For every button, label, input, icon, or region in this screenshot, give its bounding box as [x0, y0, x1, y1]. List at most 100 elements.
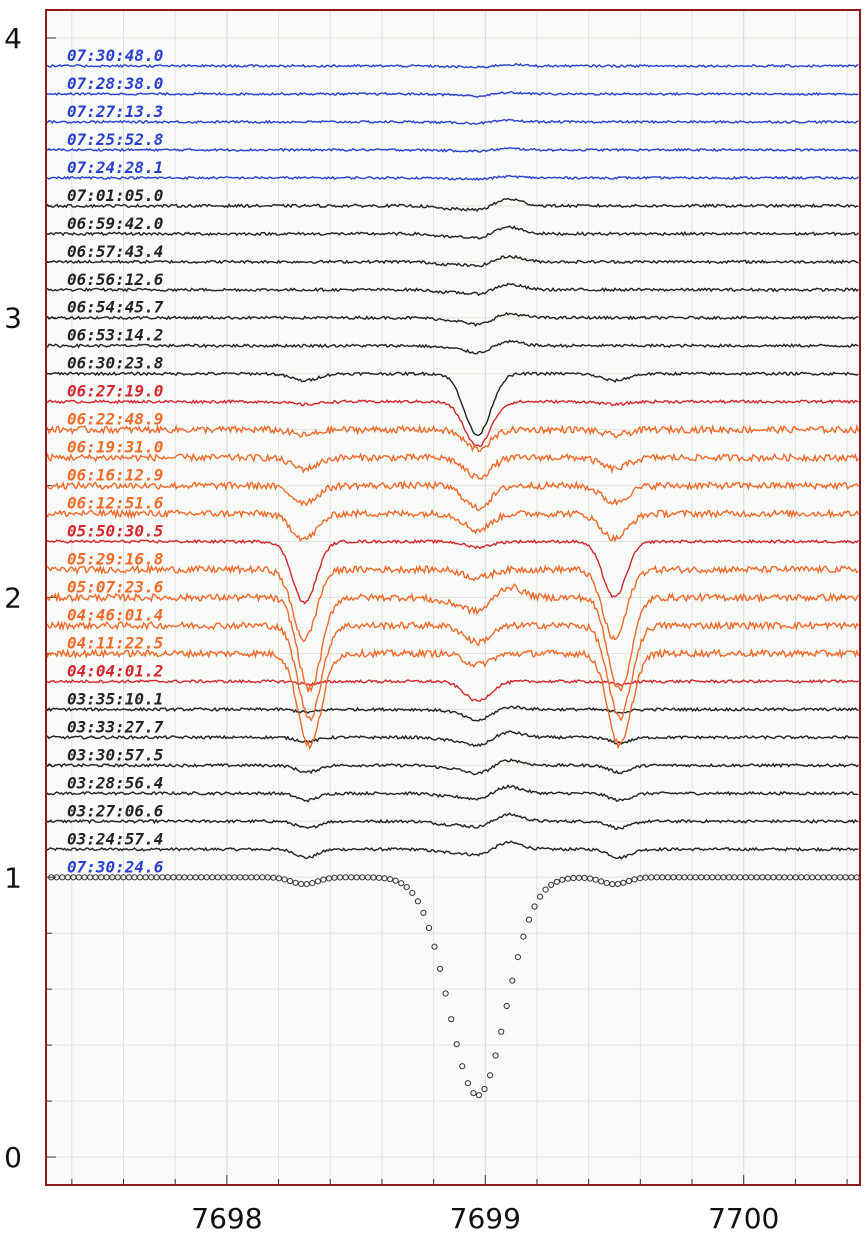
series-label-4: 03:33:27.7 [67, 717, 164, 736]
reference-point-63 [398, 880, 405, 887]
series-label-18: 06:53:14.2 [67, 326, 163, 345]
reference-point-105 [631, 876, 638, 883]
reference-point-65 [409, 889, 416, 897]
reference-point-84 [514, 954, 522, 961]
reference-point-76 [470, 1090, 477, 1097]
reference-point-64 [403, 884, 410, 891]
reference-point-98 [592, 876, 599, 883]
reference-point-97 [587, 875, 594, 882]
reference-point-46 [303, 881, 310, 888]
series-label-15: 06:22:48.9 [67, 410, 163, 429]
reference-point-67 [420, 909, 427, 916]
spectrum-07-25-52-8 [45, 147, 859, 153]
reference-point-77 [475, 1092, 483, 1099]
reference-point-86 [525, 916, 533, 923]
reference-point-81 [498, 1028, 505, 1035]
reference-point-90 [548, 881, 555, 889]
spectrum-07-28-38-0 [45, 90, 859, 99]
spectrum-03-33-27-7 [45, 730, 859, 748]
reference-point-100 [603, 880, 610, 887]
reference-point-71 [442, 990, 449, 997]
labels-layer: 03:24:57.4 03:27:06.6 03:28:56.4 03:30:57.5… [67, 46, 164, 876]
reference-point-41 [275, 875, 283, 882]
spectrum-06-57-43-4 [45, 254, 859, 268]
reference-point-75 [464, 1080, 471, 1087]
series-label-1: 03:27:06.6 [67, 801, 164, 820]
reference-point-73 [453, 1041, 460, 1048]
reference-point-82 [503, 1002, 510, 1010]
spectrum-06-19-31-0 [45, 452, 859, 481]
series-label-17: 06:30:23.8 [67, 354, 163, 373]
reference-point-91 [553, 878, 560, 885]
series-label-22: 06:59:42.0 [67, 214, 163, 233]
spectrum-04-04-01-2 [45, 678, 859, 703]
spectrum-06-53-14-2 [45, 339, 859, 355]
reference-point-62 [392, 877, 399, 884]
series-label-13: 06:16:12.9 [67, 466, 163, 485]
series-label-21: 06:57:43.4 [67, 242, 163, 261]
x-tick-label-7699: 7699 [450, 1202, 521, 1235]
spectrum-07-01-05-0 [45, 197, 859, 213]
y-tick-label-1: 1 [4, 861, 22, 894]
x-tick-label-7700: 7700 [708, 1202, 779, 1235]
spectrum-05-50-30-5 [46, 538, 859, 605]
reference-point-85 [520, 933, 527, 940]
y-tick-label-0: 0 [4, 1141, 22, 1174]
reference-point-92 [559, 876, 566, 883]
reference-point-48 [314, 878, 321, 885]
reference-point-60 [381, 875, 388, 882]
spectrum-03-35-10-1 [45, 705, 859, 722]
y-tick-label-2: 2 [4, 582, 22, 615]
spectrum-07-30-48-0 [45, 62, 859, 69]
x-tick-label-7698: 7698 [191, 1202, 262, 1235]
series-label-7: 04:11:22.5 [67, 633, 163, 652]
spectrum-06-12-51-6 [45, 508, 860, 543]
reference-point-72 [448, 1016, 455, 1023]
series-label-23: 07:01:05.0 [67, 186, 163, 205]
reference-label: 07:30:24.6 [67, 857, 164, 876]
series-label-16: 06:27:19.0 [67, 382, 163, 401]
reference-point-69 [431, 943, 438, 950]
reference-point-89 [542, 886, 549, 893]
spectrum-06-30-23-8 [45, 371, 859, 437]
reference-point-61 [387, 876, 394, 883]
reference-point-42 [281, 876, 288, 883]
reference-point-44 [292, 879, 299, 886]
reference-point-104 [625, 877, 633, 885]
plot-frame [45, 9, 861, 1186]
reference-point-68 [425, 924, 433, 932]
spectrum-06-54-45-7 [45, 311, 859, 328]
series-label-3: 03:30:57.5 [67, 745, 163, 764]
series-label-20: 06:56:12.6 [67, 270, 164, 289]
series-label-10: 05:29:16.8 [67, 550, 163, 569]
series-label-6: 04:04:01.2 [67, 661, 163, 680]
series-label-28: 07:30:48.0 [67, 46, 163, 65]
spectrum-04-11-22-5 [45, 647, 860, 751]
reference-point-66 [414, 898, 421, 905]
spectrum-03-28-56-4 [45, 784, 859, 803]
series-label-8: 04:46:01.4 [67, 605, 163, 624]
y-tick-label-4: 4 [4, 22, 22, 55]
spectrum-03-27-06-6 [45, 812, 859, 831]
spectrum-07-27-13-3 [45, 118, 859, 126]
spectrum-06-56-12-6 [45, 282, 859, 297]
series-label-11: 05:50:30.5 [67, 522, 163, 541]
axis-labels: 7698 7699 7700 0 1 2 3 4 [4, 22, 779, 1235]
reference-point-83 [509, 977, 516, 984]
spectrum-03-24-57-4 [45, 840, 859, 860]
series-label-5: 03:35:10.1 [67, 689, 163, 708]
reference-point-74 [459, 1063, 466, 1070]
spectrum-05-07-23-6 [45, 583, 860, 693]
reference-point-43 [287, 877, 294, 885]
spectrum-05-29-16-8 [45, 563, 859, 643]
series-label-2: 03:28:56.4 [67, 773, 163, 792]
reference-point-47 [309, 880, 316, 887]
series-label-27: 07:28:38.0 [67, 74, 163, 93]
reference-point-99 [598, 878, 605, 885]
series-label-12: 06:12:51.6 [67, 494, 164, 513]
spectrum-06-59-42-0 [45, 225, 859, 240]
series-label-0: 03:24:57.4 [67, 829, 163, 848]
reference-point-103 [620, 879, 627, 886]
spectrum-06-27-19-0 [45, 399, 859, 448]
